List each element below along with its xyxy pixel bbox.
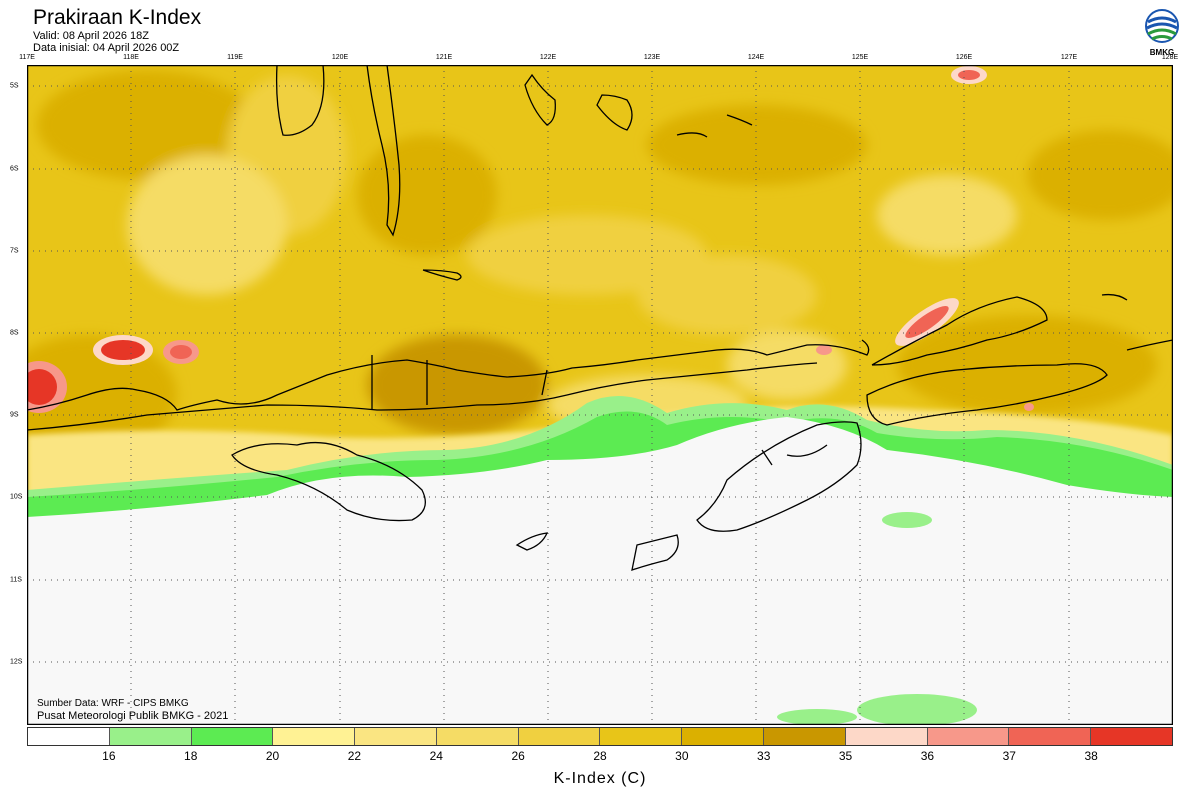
colorbar-tick-label: 37 [1002, 749, 1016, 763]
colorbar-segment [28, 728, 110, 745]
org-credit: Pusat Meteorologi Publik BMKG - 2021 [37, 710, 229, 722]
grid-lines [27, 65, 1173, 725]
colorbar-segment [845, 728, 928, 745]
colorbar-segment [927, 728, 1010, 745]
lat-label: 10S [10, 493, 23, 501]
colorbar-segment [518, 728, 601, 745]
colorbar-segment [600, 728, 683, 745]
green-patch [882, 512, 932, 528]
lon-label: 123E [643, 54, 661, 61]
colorbar-tick-label: 35 [838, 749, 853, 763]
colorbar-tick-label: 28 [593, 749, 607, 763]
colorbar-tick-label: 30 [675, 749, 689, 763]
colorbar-tick-label: 16 [102, 749, 116, 763]
lon-label: 118E [123, 54, 139, 61]
init-time: Data inisial: 04 April 2026 00Z [33, 42, 180, 54]
colorbar-tick-label: 20 [265, 749, 280, 763]
coastlines [27, 65, 1173, 571]
colorbar-tick-label: 26 [511, 749, 525, 763]
valid-time: Valid: 08 April 2026 18Z [33, 30, 149, 42]
colorbar-segment [682, 728, 765, 745]
lat-label: 8S [10, 329, 19, 337]
colorbar-title: K-Index (C) [553, 770, 647, 787]
lon-label: 120E [331, 54, 349, 61]
colorbar-segment [436, 728, 519, 745]
colorbar [27, 727, 1173, 746]
colorbar-segment [1091, 728, 1172, 745]
lon-label: 121E [435, 54, 453, 61]
lat-label: 11S [10, 576, 22, 584]
lon-label: 117E [19, 54, 35, 61]
lon-label: 128E [1161, 54, 1179, 61]
colorbar-tick-label: 33 [757, 749, 771, 763]
logo-text: BMKG [1150, 48, 1174, 57]
lon-label: 124E [747, 54, 765, 61]
lon-label: 122E [539, 54, 557, 61]
green-patch [857, 694, 977, 725]
lon-label: 126E [955, 54, 973, 61]
green-patch [777, 709, 857, 725]
colorbar-segment [273, 728, 356, 745]
lon-label: 119E [227, 54, 243, 61]
hotspots [27, 66, 1034, 413]
colorbar-tick-label: 18 [184, 749, 198, 763]
colorbar-segment [109, 728, 192, 745]
lon-label: 125E [851, 54, 869, 61]
lat-label: 7S [10, 247, 19, 255]
colorbar-tick-label: 36 [920, 749, 935, 763]
k-index-map [27, 65, 1173, 725]
lat-label: 5S [10, 82, 19, 90]
colorbar-segment [191, 728, 274, 745]
colorbar-segment [355, 728, 437, 745]
colorbar-segment [1009, 728, 1092, 745]
colorbar-tick-label: 22 [347, 749, 362, 763]
field-patches [27, 70, 1173, 455]
colorbar-segment [764, 728, 846, 745]
map-title: Prakiraan K-Index [33, 6, 202, 29]
lat-label: 6S [10, 165, 19, 173]
lat-label: 9S [10, 411, 19, 419]
map-frame [27, 65, 1173, 725]
colorbar-tick-label: 24 [429, 749, 443, 763]
lon-label: 127E [1060, 54, 1078, 61]
colorbar-tick-label: 38 [1084, 749, 1098, 763]
lat-label: 12S [10, 658, 23, 666]
white-zone [27, 417, 1173, 725]
source-credit: Sumber Data: WRF - CIPS BMKG [37, 698, 189, 709]
bmkg-logo-icon: BMKG [1145, 9, 1179, 57]
